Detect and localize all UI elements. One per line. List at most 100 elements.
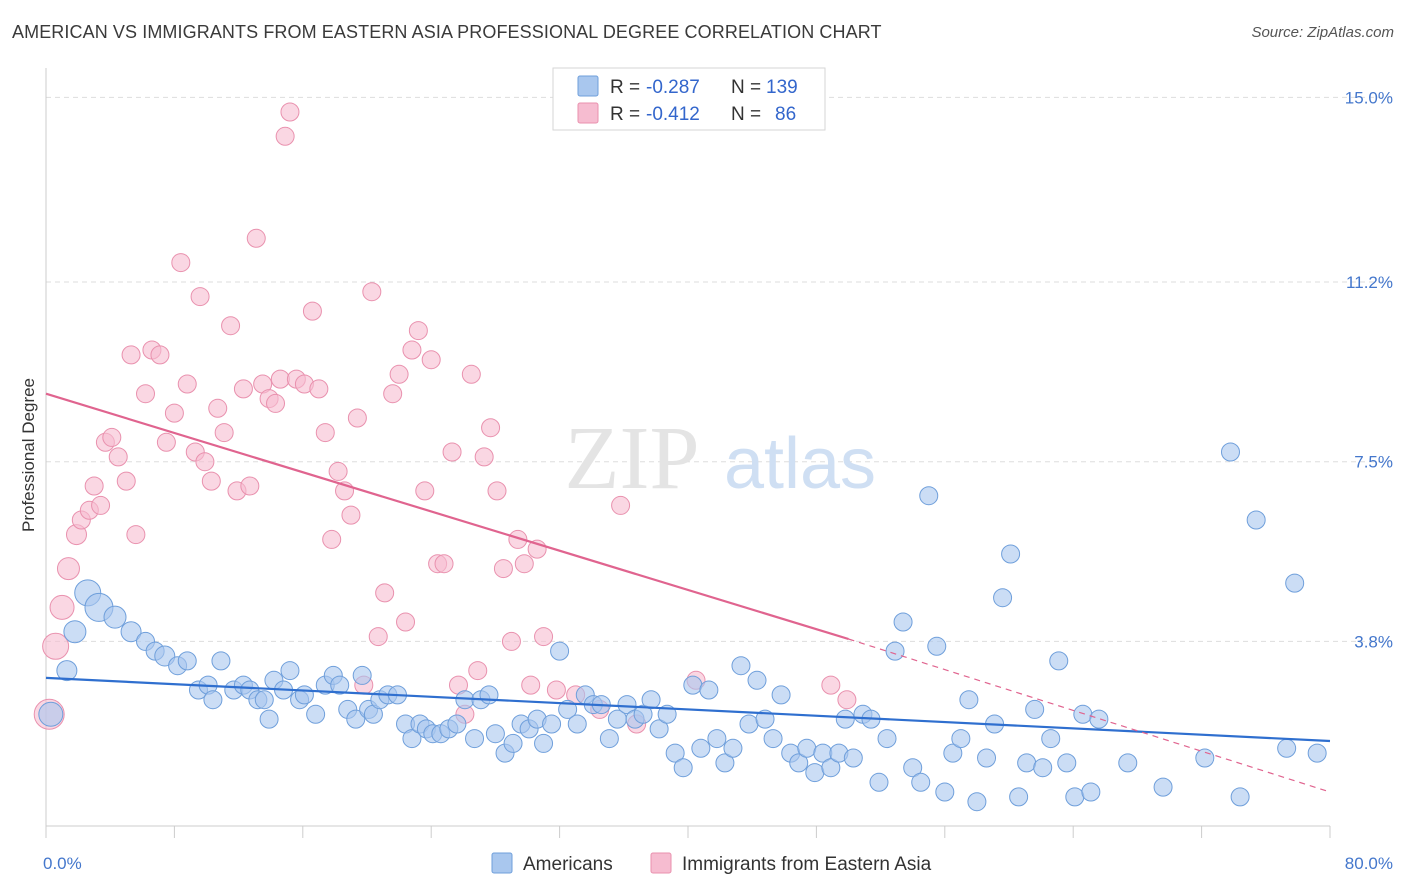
source-label: Source: ZipAtlas.com — [1251, 24, 1394, 41]
americans-point-98 — [869, 772, 889, 792]
americans-point-6 — [120, 621, 142, 643]
immigrants-point-35 — [266, 393, 286, 413]
y-tick-label-1: 7.5% — [1354, 453, 1393, 472]
americans-point-127 — [1153, 777, 1173, 797]
immigrants-point-71 — [501, 631, 521, 651]
americans-point-92 — [821, 758, 841, 778]
legend-r-label-2: R = — [610, 104, 640, 125]
americans-point-102 — [903, 758, 923, 778]
americans-point-111 — [977, 748, 997, 768]
americans-point-40 — [402, 729, 422, 749]
immigrants-point-28 — [221, 316, 241, 336]
legend-swatch-americans — [577, 75, 599, 97]
americans-point-65 — [599, 729, 619, 749]
immigrants-point-74 — [521, 675, 541, 695]
immigrants-point-84 — [837, 690, 857, 710]
immigrants-point-14 — [126, 525, 146, 545]
americans-point-114 — [1001, 544, 1021, 564]
americans-point-58 — [542, 714, 562, 734]
americans-point-30 — [330, 675, 350, 695]
americans-point-1 — [56, 660, 78, 682]
immigrants-point-44 — [322, 529, 342, 549]
americans-point-67 — [617, 695, 637, 715]
immigrants-point-30 — [233, 379, 253, 399]
y-tick-labels: 3.8% 7.5% 11.2% 15.0% — [1345, 88, 1393, 651]
immigrants-point-1 — [42, 632, 70, 660]
americans-point-106 — [935, 782, 955, 802]
legend-n-label-2: N = — [731, 104, 761, 125]
americans-point-134 — [1307, 743, 1327, 763]
americans-point-105 — [927, 636, 947, 656]
immigrants-point-70 — [493, 559, 513, 579]
immigrants-point-73 — [514, 554, 534, 574]
watermark: ZIP atlas — [565, 409, 877, 508]
americans-point-82 — [739, 714, 759, 734]
immigrants-point-52 — [375, 583, 395, 603]
americans-point-73 — [665, 743, 685, 763]
americans-point-123 — [1073, 704, 1093, 724]
americans-point-121 — [1057, 753, 1077, 773]
americans-point-95 — [843, 748, 863, 768]
legend-r-value-1: -0.287 — [646, 77, 700, 98]
americans-point-57 — [534, 733, 554, 753]
americans-point-50 — [479, 685, 499, 705]
immigrants-point-38 — [280, 102, 300, 122]
immigrants-point-24 — [195, 452, 215, 472]
immigrants-point-2 — [49, 594, 75, 620]
immigrants-point-57 — [408, 321, 428, 341]
immigrants-point-83 — [821, 675, 841, 695]
americans-point-133 — [1285, 573, 1305, 593]
immigrants-point-55 — [396, 612, 416, 632]
americans-point-77 — [699, 680, 719, 700]
americans-point-104 — [919, 486, 939, 506]
americans-point-32 — [346, 709, 366, 729]
americans-point-103 — [911, 772, 931, 792]
immigrants-point-47 — [341, 505, 361, 525]
americans-point-2 — [63, 620, 87, 644]
immigrants-point-19 — [164, 403, 184, 423]
immigrants-trend-extension — [848, 638, 1331, 793]
americans-point-15 — [211, 651, 231, 671]
americans-point-86 — [771, 685, 791, 705]
immigrants-point-54 — [389, 364, 409, 384]
y-tick-label-0: 3.8% — [1354, 632, 1393, 651]
bottom-legend-americans: Americans — [523, 854, 613, 875]
americans-point-46 — [447, 714, 467, 734]
americans-point-109 — [959, 690, 979, 710]
americans-point-130 — [1230, 787, 1250, 807]
immigrants-point-41 — [302, 301, 322, 321]
americans-point-88 — [789, 753, 809, 773]
x-tick-label-0: 0.0% — [43, 854, 82, 873]
immigrants-point-36 — [270, 369, 290, 389]
americans-point-79 — [715, 753, 735, 773]
immigrants-point-21 — [177, 374, 197, 394]
immigrants-point-26 — [208, 398, 228, 418]
x-tick-labels: 0.0% 80.0% — [43, 854, 1393, 873]
americans-point-89 — [797, 738, 817, 758]
immigrants-point-18 — [156, 432, 176, 452]
immigrants-point-23 — [190, 287, 210, 307]
americans-point-110 — [967, 792, 987, 812]
x-tick-label-1: 80.0% — [1345, 854, 1393, 873]
americans-point-24 — [280, 661, 300, 681]
americans-point-117 — [1025, 699, 1045, 719]
immigrants-point-8 — [91, 495, 111, 515]
top-legend: R = -0.287 N = 139 R = -0.412 N = 86 — [552, 67, 826, 131]
americans-point-61 — [567, 714, 587, 734]
immigrants-point-13 — [121, 345, 141, 365]
immigrants-point-59 — [421, 350, 441, 370]
americans-point-128 — [1195, 748, 1215, 768]
immigrants-point-72 — [508, 529, 528, 549]
americans-point-20 — [254, 690, 274, 710]
americans-point-48 — [465, 729, 485, 749]
immigrants-point-76 — [534, 627, 554, 647]
immigrants-point-50 — [362, 282, 382, 302]
americans-point-74 — [673, 758, 693, 778]
americans-point-72 — [657, 704, 677, 724]
immigrants-point-20 — [171, 253, 191, 273]
legend-n-label-1: N = — [731, 77, 761, 98]
bottom-legend-swatch-immigrants — [650, 852, 672, 874]
legend-swatch-immigrants — [577, 102, 599, 124]
americans-point-5 — [103, 605, 127, 629]
